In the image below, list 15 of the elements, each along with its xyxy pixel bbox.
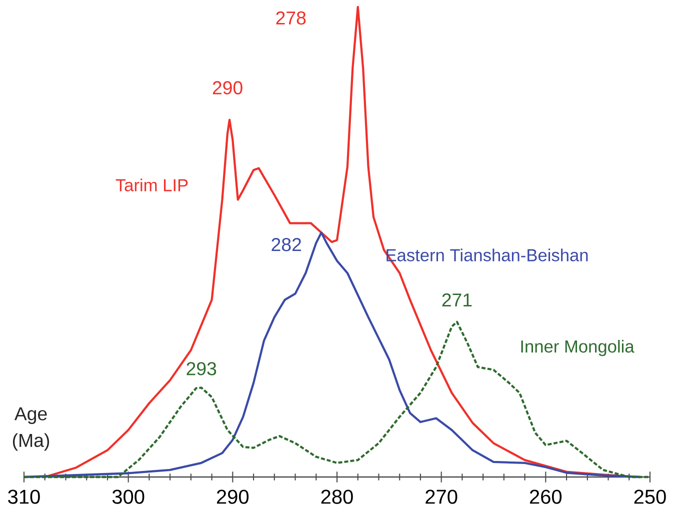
x-tick-label: 260 (530, 490, 562, 504)
annotation: 282 (272, 238, 301, 252)
x-axis-title: Age (Ma) (12, 407, 50, 451)
annotation: 278 (276, 11, 306, 25)
annotation: 290 (212, 81, 242, 94)
text: Tarim LIP (116, 178, 188, 192)
x-tick-label: 300 (112, 490, 144, 504)
series-label: Inner Mongolia (521, 340, 634, 356)
x-tick-label: 280 (321, 490, 353, 504)
x-tick-label: 290 (216, 490, 249, 504)
x-tick-label: 250 (634, 490, 666, 504)
annotation: 293 (186, 362, 216, 376)
x-tick-label: 270 (426, 490, 458, 504)
x-tick-label: 310 (8, 490, 40, 504)
annotation: 271 (442, 293, 472, 306)
